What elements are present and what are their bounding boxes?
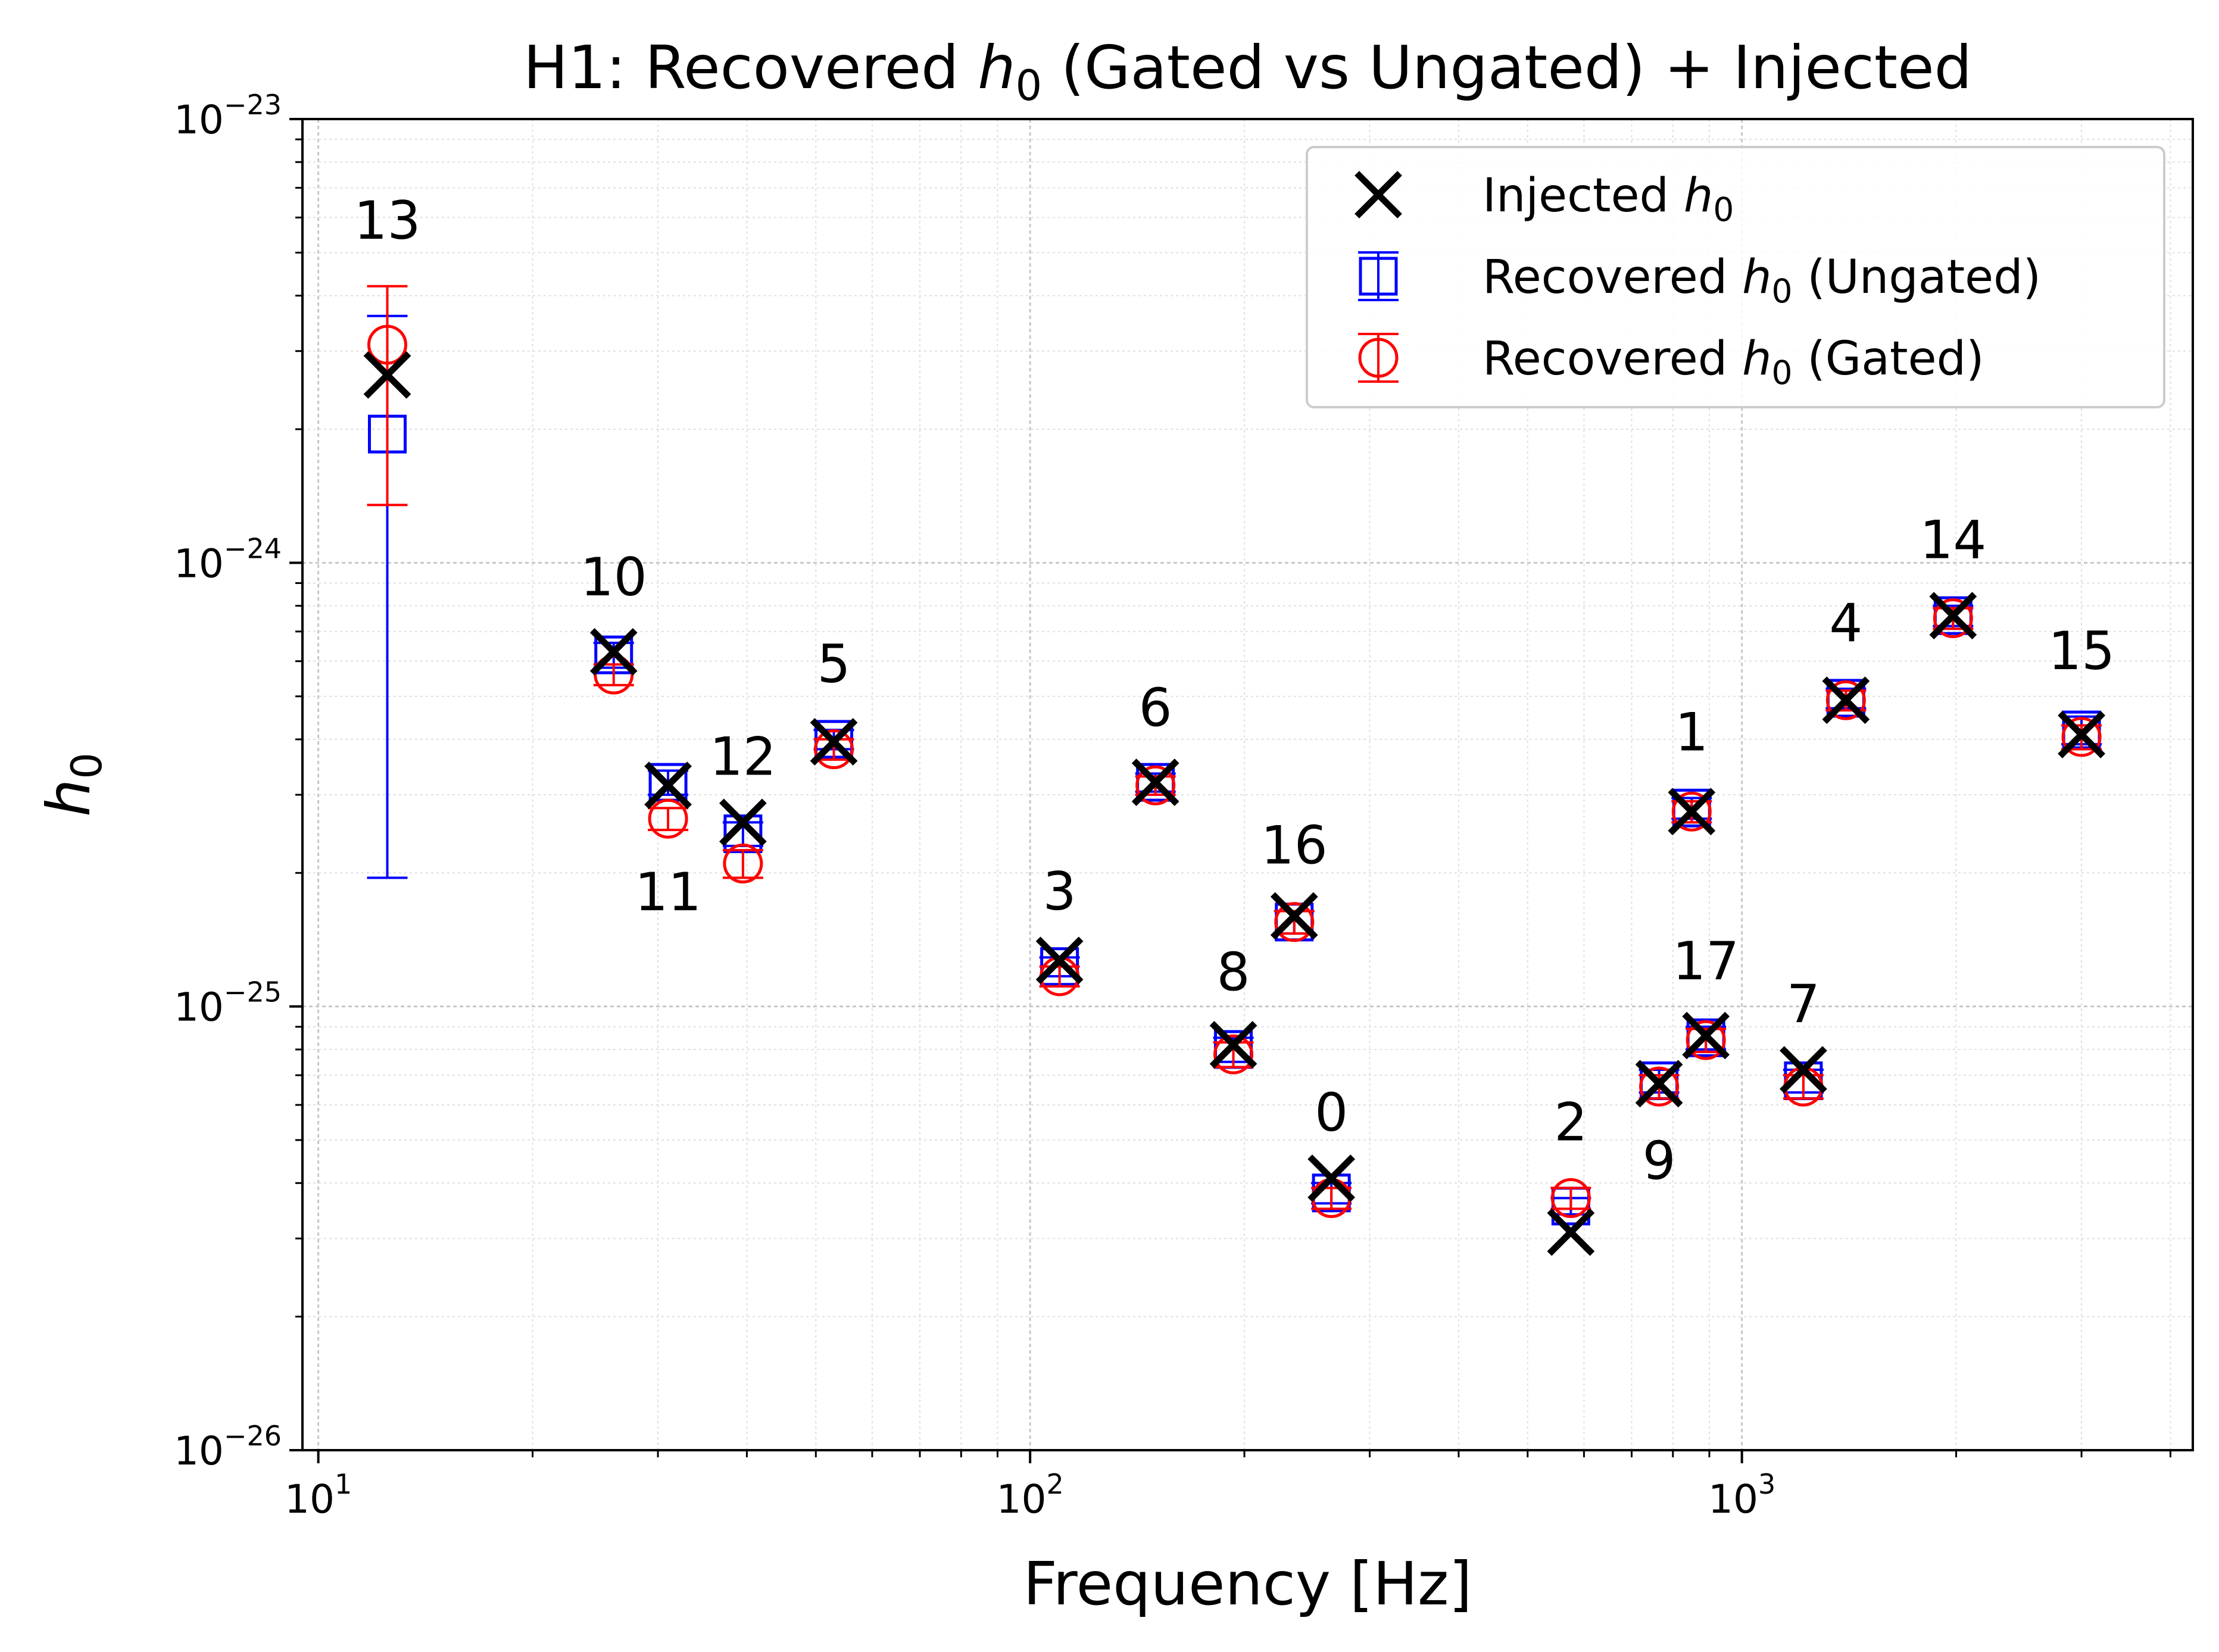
point-label: 1 xyxy=(1675,701,1708,763)
point-label: 12 xyxy=(710,726,776,787)
injected-stroke xyxy=(1822,676,1870,724)
injected-point xyxy=(2058,711,2105,758)
x-tick-label: 101 xyxy=(285,1468,352,1522)
y-tick-label: 10−24 xyxy=(174,532,282,586)
gated-point xyxy=(1550,1178,1591,1219)
injected-stroke xyxy=(1035,936,1084,985)
point-label: 11 xyxy=(635,861,701,923)
injected-stroke xyxy=(1547,1208,1595,1256)
injected-point xyxy=(1547,1208,1595,1256)
injected-point xyxy=(1635,1060,1683,1108)
injected-point xyxy=(363,351,411,399)
injected-stroke xyxy=(644,761,692,810)
legend-gated-marker xyxy=(1358,338,1399,378)
injected-stroke xyxy=(589,628,638,676)
injected-stroke xyxy=(1131,758,1179,807)
injected-point xyxy=(1035,936,1084,985)
gated-point xyxy=(367,324,407,365)
injected-stroke xyxy=(1270,892,1318,940)
gated-errorbar xyxy=(367,285,408,507)
gated-point xyxy=(814,729,854,770)
gated-point xyxy=(1671,791,1712,832)
point-label: 13 xyxy=(354,190,420,251)
point-label: 5 xyxy=(817,633,851,695)
injected-point xyxy=(644,761,692,810)
point-label: 8 xyxy=(1217,941,1250,1003)
injected-point xyxy=(1780,1046,1827,1094)
injected-point xyxy=(1929,592,1977,640)
point-label: 2 xyxy=(1554,1091,1587,1153)
injected-stroke xyxy=(1209,1021,1257,1069)
point-label: 14 xyxy=(1920,510,1986,571)
injected-point xyxy=(719,798,767,847)
chart-title: H1: Recovered h0 (Gated vs Ungated) + In… xyxy=(523,33,1972,110)
injected-stroke xyxy=(1307,1154,1356,1203)
injected-stroke xyxy=(1682,1011,1730,1060)
legend-ungated-marker xyxy=(1359,257,1398,296)
injected-point xyxy=(810,718,858,766)
x-axis-label: Frequency [Hz] xyxy=(1023,1549,1472,1619)
injected-stroke xyxy=(363,351,411,399)
injected-point xyxy=(1209,1021,1257,1069)
injected-stroke xyxy=(810,718,858,766)
injected-point xyxy=(1307,1154,1356,1203)
point-label: 6 xyxy=(1139,677,1172,738)
injected-point xyxy=(589,628,638,676)
injected-point xyxy=(1668,788,1716,836)
legend-injected-marker xyxy=(1355,171,1402,218)
point-label: 10 xyxy=(581,546,647,608)
gated-point xyxy=(2061,717,2102,757)
legend-label-injected: Injected h0 xyxy=(1483,169,1734,229)
gated-point xyxy=(648,798,688,839)
gated-point xyxy=(1825,680,1866,720)
injected-stroke xyxy=(719,798,767,847)
gated-point xyxy=(1274,902,1315,942)
legend-label-gated: Recovered h0 (Gated) xyxy=(1483,332,1984,392)
point-label: 0 xyxy=(1315,1082,1348,1143)
injected-stroke xyxy=(1668,788,1716,836)
y-tick-label: 10−25 xyxy=(174,976,282,1030)
x-tick-label: 103 xyxy=(1708,1468,1775,1522)
gated-point xyxy=(1213,1034,1254,1075)
legend-label-ungated: Recovered h0 (Ungated) xyxy=(1483,251,2041,310)
y-tick-label: 10−23 xyxy=(174,89,282,143)
legend: Injected h0 Recovered h0 (Ungated) Recover… xyxy=(1306,146,2165,408)
point-label: 9 xyxy=(1643,1130,1676,1191)
point-label: 15 xyxy=(2048,620,2115,682)
injected-stroke xyxy=(1929,592,1977,640)
injected-stroke xyxy=(1635,1060,1683,1108)
injected-point xyxy=(1270,892,1318,940)
injected-point xyxy=(1131,758,1179,807)
injected-stroke xyxy=(1780,1046,1827,1094)
x-tick-label: 102 xyxy=(997,1468,1064,1522)
gated-point xyxy=(723,844,763,884)
y-axis-label: h0 xyxy=(34,752,111,817)
point-label: 3 xyxy=(1043,861,1076,922)
legend-box xyxy=(1306,146,2165,408)
gated-errorbar xyxy=(1039,965,1080,988)
injected-stroke xyxy=(2058,711,2105,758)
point-label: 4 xyxy=(1829,592,1862,654)
gated-point xyxy=(1933,598,1973,638)
y-tick-label: 10−26 xyxy=(174,1420,282,1474)
gated-point xyxy=(1135,765,1176,805)
point-label: 16 xyxy=(1261,815,1328,876)
gated-point xyxy=(1639,1066,1680,1107)
gated-point xyxy=(1686,1020,1726,1060)
injected-point xyxy=(1682,1011,1730,1060)
point-label: 7 xyxy=(1787,973,1820,1035)
point-label: 17 xyxy=(1672,930,1739,992)
injected-point xyxy=(1822,676,1870,724)
plot-frame xyxy=(301,118,2194,1451)
